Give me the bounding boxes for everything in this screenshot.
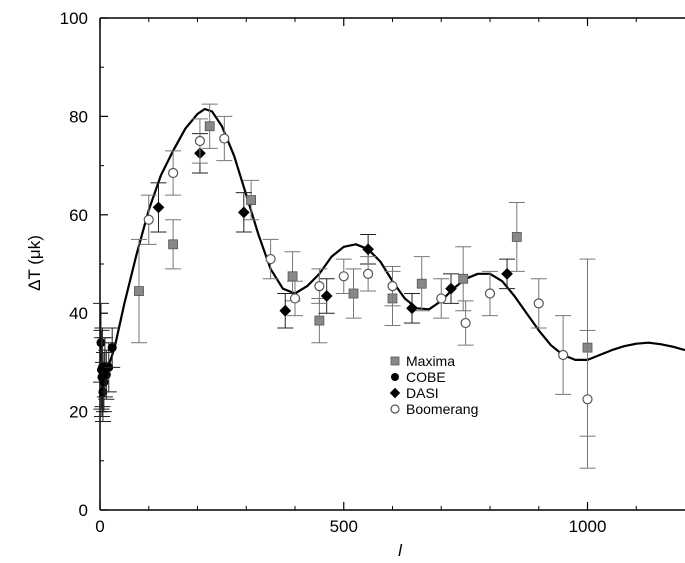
legend-marker-maxima	[391, 357, 399, 365]
data-point-maxima	[417, 279, 426, 288]
data-point-boomerang	[339, 272, 348, 281]
data-point-maxima	[315, 316, 324, 325]
data-point-maxima	[459, 274, 468, 283]
y-tick-label: 100	[60, 9, 88, 28]
legend-marker-dasi	[390, 388, 400, 398]
y-tick-label: 40	[69, 304, 88, 323]
x-tick-label: 0	[95, 517, 104, 536]
legend-label-cobe: COBE	[406, 369, 446, 385]
data-point-boomerang	[461, 319, 470, 328]
data-point-maxima	[288, 272, 297, 281]
data-point-boomerang	[364, 269, 373, 278]
data-point-maxima	[135, 287, 144, 296]
legend-label-maxima: Maxima	[406, 353, 455, 369]
data-point-boomerang	[559, 351, 568, 360]
data-point-boomerang	[266, 255, 275, 264]
data-point-maxima	[205, 122, 214, 131]
series-boomerang	[141, 116, 596, 468]
data-point-boomerang	[169, 168, 178, 177]
data-point-boomerang	[291, 294, 300, 303]
data-point-maxima	[512, 232, 521, 241]
data-point-boomerang	[437, 294, 446, 303]
legend-marker-cobe	[391, 373, 399, 381]
y-tick-label: 60	[69, 206, 88, 225]
data-point-dasi	[321, 290, 333, 302]
legend-label-boomerang: Boomerang	[406, 401, 478, 417]
data-point-boomerang	[315, 282, 324, 291]
data-point-boomerang	[144, 215, 153, 224]
data-point-maxima	[247, 196, 256, 205]
theory-curve	[100, 109, 685, 397]
y-tick-label: 0	[79, 501, 88, 520]
y-axis-label: ΔT (μk)	[25, 235, 44, 291]
theory-curve-layer	[100, 109, 685, 397]
data-point-boomerang	[195, 137, 204, 146]
x-tick-label: 500	[330, 517, 358, 536]
x-tick-label: 1000	[569, 517, 607, 536]
data-point-boomerang	[534, 299, 543, 308]
data-point-dasi	[238, 206, 250, 218]
data-point-cobe	[108, 343, 117, 352]
data-point-dasi	[445, 283, 457, 295]
data-point-dasi	[406, 302, 418, 314]
data-point-boomerang	[583, 395, 592, 404]
data-point-dasi	[153, 202, 165, 214]
data-point-dasi	[279, 305, 291, 317]
data-point-boomerang	[388, 282, 397, 291]
legend-label-dasi: DASI	[406, 385, 439, 401]
y-tick-label: 80	[69, 107, 88, 126]
data-point-boomerang	[486, 289, 495, 298]
plot-frame	[100, 18, 685, 510]
y-tick-label: 20	[69, 403, 88, 422]
series-cobe	[93, 303, 120, 421]
x-axis-label: l	[398, 541, 403, 560]
legend-marker-boomerang	[391, 405, 399, 413]
data-point-dasi	[501, 268, 513, 280]
data-point-boomerang	[220, 134, 229, 143]
data-point-maxima	[169, 240, 178, 249]
